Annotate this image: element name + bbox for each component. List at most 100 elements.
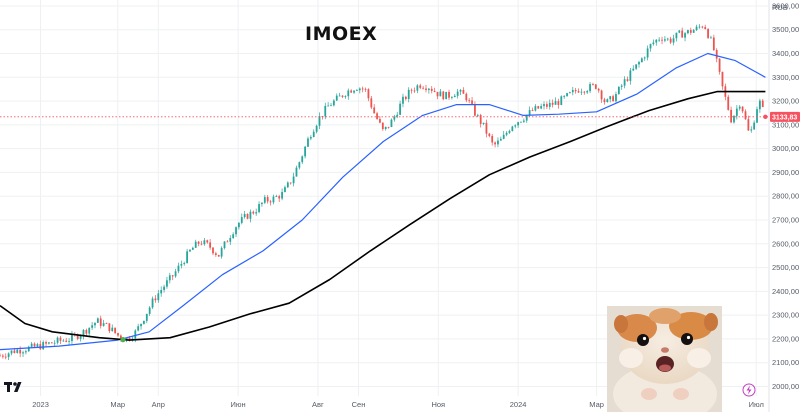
candle — [376, 111, 378, 120]
candle — [422, 85, 425, 90]
candle — [525, 114, 528, 123]
candle — [566, 92, 568, 97]
candle — [583, 90, 586, 95]
candle — [589, 81, 591, 94]
candle — [99, 315, 102, 329]
candle — [488, 132, 491, 138]
y-tick-label: 2700,00 — [772, 216, 799, 225]
candle — [580, 88, 583, 95]
y-tick-label: 3300,00 — [772, 73, 799, 82]
candle — [22, 350, 24, 358]
candle — [344, 95, 347, 99]
blue-moving-average-line — [0, 52, 766, 351]
candle — [272, 194, 275, 205]
candle — [456, 88, 459, 99]
candle — [226, 240, 229, 243]
candle — [620, 84, 623, 90]
candle — [82, 328, 85, 340]
candle — [433, 87, 436, 93]
candle — [718, 58, 721, 75]
candle — [543, 101, 545, 110]
candle — [27, 345, 30, 352]
candle — [381, 122, 384, 131]
candle — [560, 95, 563, 106]
candle — [448, 89, 450, 101]
candle — [1, 353, 4, 359]
candle — [212, 247, 214, 256]
candle — [476, 113, 479, 118]
candle — [695, 24, 698, 31]
candle — [232, 232, 235, 240]
candle — [183, 261, 186, 266]
candle — [577, 88, 580, 94]
candle — [758, 98, 761, 113]
candle — [53, 340, 56, 346]
candle — [154, 295, 157, 303]
candle — [171, 275, 174, 281]
candle — [445, 91, 448, 100]
candle — [407, 87, 410, 103]
candle — [750, 126, 753, 133]
y-tick-label: 2300,00 — [772, 311, 799, 320]
candle — [361, 86, 364, 93]
candle — [0, 353, 1, 357]
candle — [50, 342, 53, 344]
candle — [390, 118, 393, 128]
candle — [42, 340, 45, 351]
candle — [114, 327, 117, 335]
candle — [698, 24, 701, 29]
candle — [649, 43, 652, 52]
candle — [56, 336, 59, 345]
candle — [661, 36, 663, 45]
candle — [396, 111, 399, 119]
candle — [497, 137, 499, 148]
axis-layer: 2000,00 2100,00 2200,00 2300,00 2400,00 2500,… — [32, 0, 799, 412]
candle — [191, 246, 194, 250]
candle — [30, 341, 33, 348]
candle — [65, 337, 68, 343]
candle — [301, 155, 304, 165]
candle — [574, 87, 577, 94]
candle — [499, 136, 502, 141]
candle — [255, 208, 258, 216]
candle — [494, 141, 496, 148]
candle — [384, 126, 387, 131]
candle — [733, 115, 735, 124]
candle — [312, 129, 315, 138]
candle — [738, 105, 741, 111]
candle — [327, 102, 330, 107]
candle — [721, 71, 724, 90]
candle — [364, 87, 367, 92]
candle — [735, 105, 738, 120]
y-tick-label: 3200,00 — [772, 97, 799, 106]
candle — [672, 34, 675, 46]
candle — [102, 319, 105, 327]
y-tick-label: 2200,00 — [772, 334, 799, 343]
candle — [298, 161, 301, 170]
candle — [416, 84, 419, 94]
y-tick-label: 2600,00 — [772, 239, 799, 248]
currency-label[interactable]: RUB — [772, 3, 788, 12]
candle — [684, 32, 686, 42]
candle — [353, 90, 355, 94]
candle — [200, 240, 203, 246]
tradingview-logo-icon[interactable] — [4, 380, 26, 394]
lightning-settings-icon[interactable] — [742, 383, 756, 397]
candle — [666, 37, 669, 41]
candle — [284, 185, 286, 193]
candle — [571, 86, 574, 96]
candle — [638, 60, 640, 68]
candle — [350, 89, 353, 93]
x-tick-label: Апр — [152, 400, 165, 409]
candle — [756, 106, 758, 124]
candle — [358, 87, 361, 94]
candle — [111, 324, 114, 332]
candle — [117, 332, 119, 337]
candle — [646, 45, 649, 61]
candle — [615, 91, 617, 103]
candle — [442, 90, 445, 101]
candle — [537, 105, 540, 109]
candle — [223, 241, 226, 250]
candle — [436, 91, 439, 100]
